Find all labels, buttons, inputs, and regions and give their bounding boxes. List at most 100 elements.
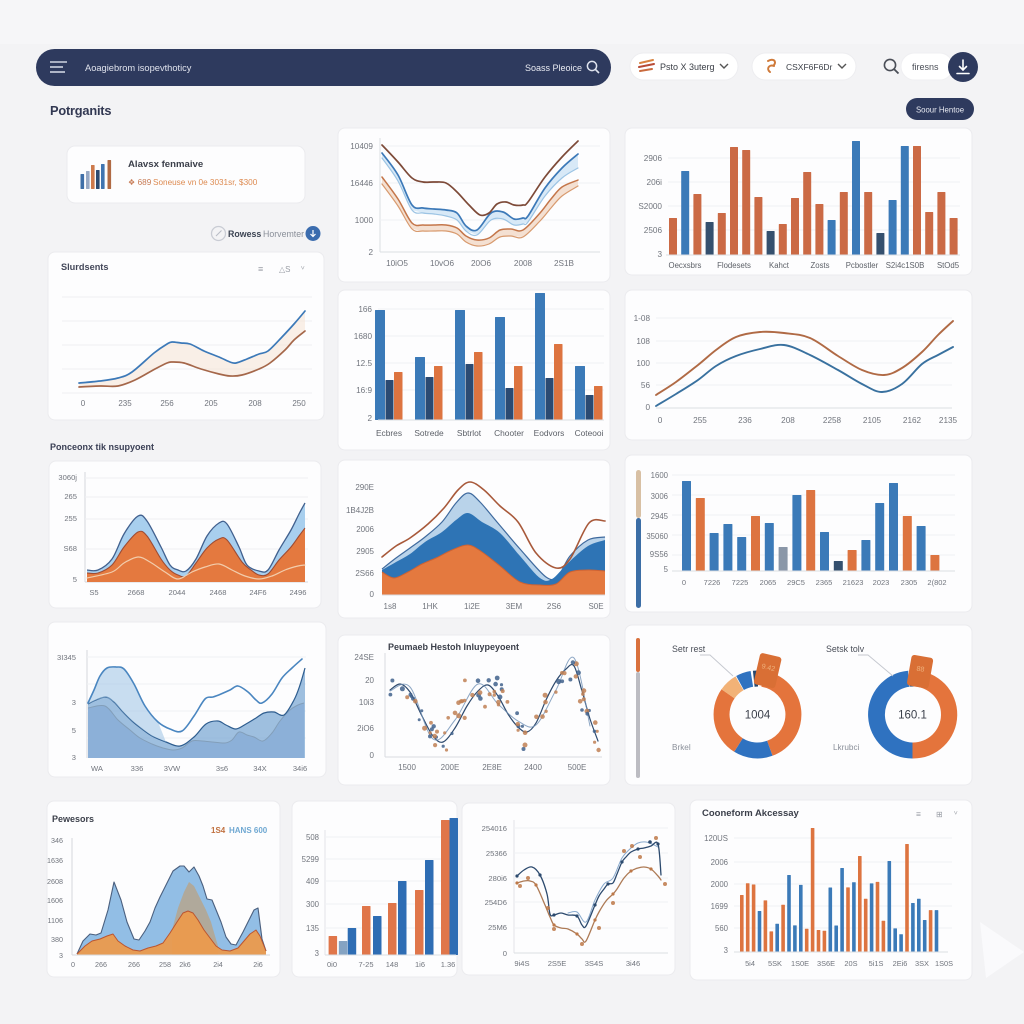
svg-text:2i4: 2i4	[213, 960, 223, 969]
svg-text:Setr rest: Setr rest	[672, 644, 706, 654]
svg-text:0: 0	[370, 751, 375, 760]
svg-text:2006: 2006	[711, 858, 728, 867]
svg-text:1HK: 1HK	[422, 602, 438, 611]
svg-text:2468: 2468	[210, 588, 227, 597]
svg-text:560: 560	[715, 924, 729, 933]
svg-text:0: 0	[370, 590, 375, 599]
svg-text:3060j: 3060j	[58, 473, 77, 482]
svg-text:9S56: 9S56	[650, 550, 668, 559]
svg-text:5i4: 5i4	[745, 959, 755, 968]
svg-text:336: 336	[131, 764, 144, 773]
svg-text:2905: 2905	[356, 547, 374, 556]
svg-text:24F6: 24F6	[249, 588, 266, 597]
svg-text:1B4J2B: 1B4J2B	[346, 506, 374, 515]
svg-text:3: 3	[72, 698, 76, 707]
svg-text:2E8E: 2E8E	[482, 763, 502, 772]
svg-text:5: 5	[664, 565, 669, 574]
svg-text:1000: 1000	[355, 216, 374, 225]
svg-text:2(802: 2(802	[927, 578, 946, 587]
svg-text:20O6: 20O6	[471, 259, 491, 268]
svg-text:250: 250	[292, 399, 306, 408]
svg-text:2135: 2135	[939, 416, 958, 425]
svg-text:1S0E: 1S0E	[791, 959, 809, 968]
svg-text:2000: 2000	[711, 880, 729, 889]
svg-text:10409: 10409	[350, 142, 373, 151]
svg-text:Aoagiebrom isopevthoticy: Aoagiebrom isopevthoticy	[85, 63, 192, 73]
svg-text:Potrganits: Potrganits	[50, 103, 111, 118]
svg-text:Sotrede: Sotrede	[414, 428, 444, 438]
svg-text:235: 235	[118, 399, 132, 408]
svg-text:2608: 2608	[47, 877, 63, 886]
svg-text:2365: 2365	[816, 578, 833, 587]
svg-text:3: 3	[724, 946, 728, 955]
svg-text:12.5: 12.5	[356, 359, 372, 368]
svg-text:1680: 1680	[354, 332, 373, 341]
svg-text:5SK: 5SK	[768, 959, 782, 968]
svg-text:10iO5: 10iO5	[386, 259, 408, 268]
svg-text:88: 88	[916, 666, 925, 674]
svg-text:120US: 120US	[704, 834, 728, 843]
svg-text:0: 0	[81, 399, 86, 408]
svg-text:3: 3	[59, 951, 63, 960]
svg-text:208: 208	[781, 416, 795, 425]
svg-text:2008: 2008	[514, 259, 533, 268]
svg-text:Psto X 3uterg: Psto X 3uterg	[660, 62, 715, 72]
svg-text:266: 266	[128, 960, 140, 969]
svg-text:ⱽ: ⱽ	[954, 810, 958, 819]
svg-text:2S1B: 2S1B	[554, 259, 575, 268]
svg-text:Alavsx fenmaive: Alavsx fenmaive	[128, 159, 203, 170]
svg-text:5: 5	[73, 575, 77, 584]
svg-text:Ponceonx tik nsupyoent: Ponceonx tik nsupyoent	[50, 442, 154, 452]
svg-text:Eodvors: Eodvors	[534, 428, 565, 438]
svg-text:7-25: 7-25	[358, 960, 373, 969]
svg-text:Horvemter: Horvemter	[263, 229, 304, 239]
svg-text:0: 0	[71, 960, 75, 969]
svg-text:100: 100	[636, 359, 650, 368]
svg-text:1-08: 1-08	[634, 314, 651, 323]
svg-text:1i6: 1i6	[415, 960, 425, 969]
svg-text:2Ei6: 2Ei6	[893, 959, 908, 968]
svg-text:Rowess: Rowess	[228, 229, 261, 239]
svg-text:16446: 16446	[350, 179, 373, 188]
svg-text:3EM: 3EM	[506, 602, 523, 611]
svg-text:Chooter: Chooter	[494, 428, 524, 438]
svg-text:S2000: S2000	[638, 202, 662, 211]
svg-text:StOd5: StOd5	[937, 261, 960, 270]
svg-text:⊞: ⊞	[936, 810, 943, 819]
svg-text:1.36: 1.36	[441, 960, 456, 969]
svg-text:56: 56	[641, 381, 651, 390]
svg-text:1004: 1004	[745, 710, 771, 722]
svg-text:254D6: 254D6	[485, 898, 507, 907]
svg-text:Lkrubci: Lkrubci	[833, 743, 860, 752]
svg-text:280i6: 280i6	[488, 874, 507, 883]
svg-text:S2i4c1S0B: S2i4c1S0B	[886, 261, 925, 270]
svg-text:254016: 254016	[482, 824, 507, 833]
svg-text:1636: 1636	[47, 856, 63, 865]
svg-text:≡: ≡	[916, 809, 921, 819]
svg-text:2668: 2668	[128, 588, 145, 597]
svg-text:166: 166	[358, 305, 372, 314]
svg-text:2305: 2305	[901, 578, 918, 587]
svg-text:20: 20	[365, 676, 374, 685]
svg-text:5: 5	[72, 726, 76, 735]
svg-text:1S4: 1S4	[211, 826, 226, 835]
svg-text:380: 380	[51, 935, 63, 944]
svg-text:148: 148	[386, 960, 399, 969]
svg-text:Setsk tolv: Setsk tolv	[826, 644, 865, 654]
svg-text:7226: 7226	[704, 578, 721, 587]
svg-text:200E: 200E	[441, 763, 460, 772]
svg-text:3s6: 3s6	[216, 764, 228, 773]
svg-text:2162: 2162	[903, 416, 922, 425]
svg-text:0i0: 0i0	[327, 960, 337, 969]
svg-text:258: 258	[159, 960, 171, 969]
svg-text:290E: 290E	[355, 483, 374, 492]
svg-text:236: 236	[738, 416, 752, 425]
svg-text:500E: 500E	[568, 763, 587, 772]
svg-text:208: 208	[248, 399, 262, 408]
svg-text:2S5E: 2S5E	[548, 959, 567, 968]
svg-text:24SE: 24SE	[354, 653, 374, 662]
svg-text:2S6: 2S6	[547, 602, 562, 611]
svg-text:3I345: 3I345	[57, 653, 76, 662]
svg-text:2258: 2258	[823, 416, 842, 425]
svg-text:0: 0	[645, 403, 650, 412]
